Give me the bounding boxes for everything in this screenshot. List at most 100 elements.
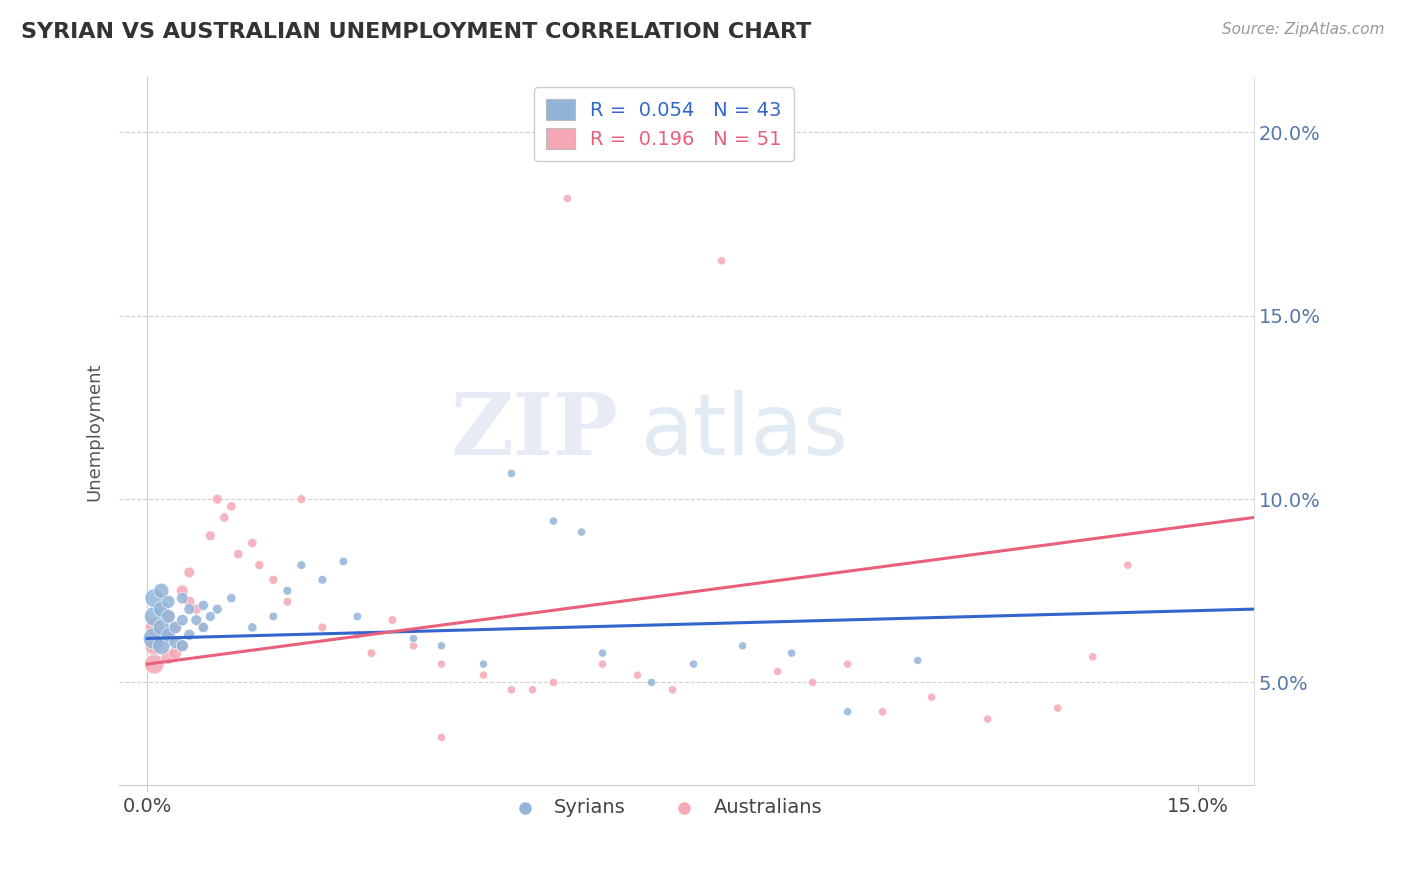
Point — [501, 682, 523, 697]
Point — [262, 573, 284, 587]
Point — [402, 639, 425, 653]
Point — [592, 646, 614, 660]
Point — [221, 591, 243, 606]
Text: SYRIAN VS AUSTRALIAN UNEMPLOYMENT CORRELATION CHART: SYRIAN VS AUSTRALIAN UNEMPLOYMENT CORREL… — [21, 22, 811, 42]
Point — [157, 595, 180, 609]
Point — [557, 191, 579, 205]
Point — [311, 573, 333, 587]
Point — [150, 602, 173, 616]
Text: Source: ZipAtlas.com: Source: ZipAtlas.com — [1222, 22, 1385, 37]
Point — [640, 675, 662, 690]
Point — [165, 635, 187, 649]
Point — [1046, 701, 1069, 715]
Point — [150, 620, 173, 634]
Point — [143, 632, 166, 646]
Point — [165, 620, 187, 634]
Point — [332, 554, 354, 568]
Point — [228, 547, 250, 561]
Point — [907, 653, 929, 667]
Point — [143, 639, 166, 653]
Point — [193, 599, 215, 613]
Point — [200, 609, 222, 624]
Text: ZIP: ZIP — [451, 389, 619, 474]
Point — [172, 639, 194, 653]
Point — [240, 536, 263, 550]
Point — [276, 583, 298, 598]
Point — [360, 646, 382, 660]
Point — [501, 467, 523, 481]
Point — [165, 646, 187, 660]
Point — [150, 639, 173, 653]
Legend: Syrians, Australians: Syrians, Australians — [498, 790, 830, 825]
Point — [172, 613, 194, 627]
Point — [290, 492, 312, 507]
Point — [186, 613, 208, 627]
Point — [276, 595, 298, 609]
Point — [262, 609, 284, 624]
Point — [682, 657, 704, 672]
Point — [165, 620, 187, 634]
Point — [592, 657, 614, 672]
Point — [571, 525, 593, 540]
Point — [150, 628, 173, 642]
Point — [143, 591, 166, 606]
Point — [172, 639, 194, 653]
Point — [346, 628, 368, 642]
Point — [522, 682, 544, 697]
Point — [179, 566, 201, 580]
Point — [661, 682, 683, 697]
Point — [766, 665, 789, 679]
Point — [430, 731, 453, 745]
Point — [193, 620, 215, 634]
Point — [780, 646, 803, 660]
Point — [143, 609, 166, 624]
Point — [472, 668, 495, 682]
Point — [207, 602, 229, 616]
Point — [157, 609, 180, 624]
Point — [402, 632, 425, 646]
Point — [150, 583, 173, 598]
Point — [976, 712, 998, 726]
Y-axis label: Unemployment: Unemployment — [86, 362, 103, 500]
Point — [311, 620, 333, 634]
Point — [290, 558, 312, 573]
Point — [626, 668, 648, 682]
Point — [143, 657, 166, 672]
Point — [157, 649, 180, 664]
Point — [186, 602, 208, 616]
Point — [157, 609, 180, 624]
Point — [1081, 649, 1104, 664]
Point — [179, 602, 201, 616]
Point — [247, 558, 270, 573]
Point — [240, 620, 263, 634]
Point — [837, 705, 859, 719]
Point — [157, 632, 180, 646]
Point — [150, 602, 173, 616]
Point — [731, 639, 754, 653]
Point — [381, 613, 404, 627]
Point — [430, 639, 453, 653]
Point — [1116, 558, 1139, 573]
Point — [193, 620, 215, 634]
Point — [172, 583, 194, 598]
Point — [221, 500, 243, 514]
Point — [200, 529, 222, 543]
Point — [179, 595, 201, 609]
Point — [143, 620, 166, 634]
Point — [801, 675, 824, 690]
Point — [543, 514, 565, 528]
Point — [214, 510, 236, 524]
Point — [710, 253, 733, 268]
Point — [179, 628, 201, 642]
Point — [172, 591, 194, 606]
Point — [207, 492, 229, 507]
Point — [872, 705, 894, 719]
Point — [472, 657, 495, 672]
Point — [346, 609, 368, 624]
Text: atlas: atlas — [641, 390, 849, 473]
Point — [837, 657, 859, 672]
Point — [543, 675, 565, 690]
Point — [157, 628, 180, 642]
Point — [921, 690, 943, 705]
Point — [430, 657, 453, 672]
